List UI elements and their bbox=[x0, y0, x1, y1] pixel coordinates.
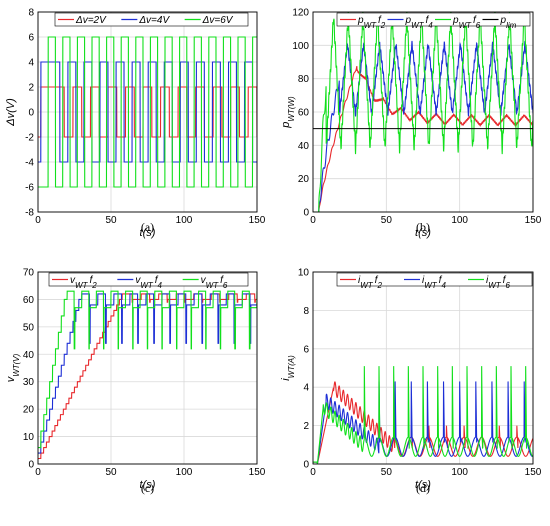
y-tick-label: 70 bbox=[23, 268, 35, 279]
x-tick-label: 100 bbox=[451, 215, 468, 226]
x-axis-label: t(s) bbox=[415, 479, 431, 491]
legend-label: iWT f2 bbox=[358, 275, 382, 290]
series-line-d-2 bbox=[313, 366, 533, 464]
y-tick-label: -8 bbox=[25, 208, 34, 219]
y-tick-label: 2 bbox=[28, 83, 34, 94]
y-tick-label: 10 bbox=[298, 268, 310, 279]
x-axis-label: t(s) bbox=[140, 479, 156, 491]
x-tick-label: 50 bbox=[105, 215, 117, 226]
x-tick-label: 50 bbox=[381, 215, 393, 226]
y-tick-label: -6 bbox=[25, 183, 34, 194]
panel-caption: (d) bbox=[416, 481, 430, 495]
legend-label: Δv=4V bbox=[138, 15, 170, 26]
y-axis-label: Δv(V) bbox=[5, 98, 17, 127]
legend-label: Δv=2V bbox=[75, 15, 107, 26]
series-line-a-2 bbox=[38, 36, 257, 188]
legend-label: Δv=6V bbox=[202, 15, 234, 26]
y-tick-label: -2 bbox=[25, 133, 34, 144]
y-tick-label: 60 bbox=[23, 295, 35, 306]
y-tick-label: 2 bbox=[303, 421, 309, 432]
legend-label: pWT f2 bbox=[357, 15, 386, 30]
y-tick-label: 60 bbox=[298, 108, 310, 119]
legend-box bbox=[336, 272, 533, 287]
x-tick-label: 100 bbox=[451, 467, 468, 478]
y-tick-label: 4 bbox=[303, 383, 309, 394]
y-tick-label: 80 bbox=[298, 74, 310, 85]
series-line-d-1 bbox=[313, 381, 533, 464]
legend-label: pWT f6 bbox=[452, 15, 481, 30]
x-tick-label: 150 bbox=[249, 215, 266, 226]
y-tick-label: 4 bbox=[28, 58, 34, 69]
legend-label: iWT f4 bbox=[422, 275, 446, 290]
x-tick-label: 150 bbox=[525, 215, 542, 226]
series-line-a-1 bbox=[38, 61, 257, 163]
y-tick-label: 40 bbox=[23, 350, 35, 361]
y-tick-label: -4 bbox=[25, 158, 34, 169]
plot-frame bbox=[312, 11, 534, 213]
x-axis-label: t(s) bbox=[140, 227, 156, 239]
panel-caption: (a) bbox=[141, 220, 154, 234]
series-line-b-1 bbox=[313, 40, 533, 212]
legend: Δv=2V Δv=4V Δv=6V bbox=[54, 12, 249, 27]
panel-caption: (c) bbox=[141, 481, 154, 495]
y-tick-label: 8 bbox=[303, 306, 309, 317]
plot-frame bbox=[37, 271, 258, 465]
y-axis-label: vWT(V) bbox=[5, 353, 21, 382]
legend: pWT f2 pWT f4 pWT f6 plim bbox=[336, 12, 531, 30]
y-tick-label: 20 bbox=[298, 174, 310, 185]
legend-box bbox=[336, 12, 531, 27]
y-tick-label: 50 bbox=[23, 322, 35, 333]
y-axis-label: pWT(W) bbox=[280, 96, 296, 129]
legend-label: plim bbox=[500, 15, 517, 30]
y-axis-label: iWT(A) bbox=[280, 355, 296, 381]
y-tick-label: 20 bbox=[23, 405, 35, 416]
y-tick-label: 120 bbox=[292, 8, 309, 19]
y-tick-label: 30 bbox=[23, 377, 35, 388]
x-tick-label: 0 bbox=[310, 467, 316, 478]
x-tick-label: 150 bbox=[525, 467, 542, 478]
legend-label: iWT f6 bbox=[486, 275, 510, 290]
series-line-b-0 bbox=[313, 65, 533, 212]
y-tick-label: 6 bbox=[28, 33, 34, 44]
legend: vWT f2 vWT f4 vWT f6 bbox=[48, 272, 249, 290]
y-tick-label: 0 bbox=[28, 460, 34, 471]
legend-label: vWT f4 bbox=[135, 275, 162, 290]
x-axis-label: t(s) bbox=[415, 227, 431, 239]
legend: iWT f2 iWT f4 iWT f6 bbox=[336, 272, 533, 290]
panel-caption: (b) bbox=[416, 220, 430, 234]
legend-label: vWT f6 bbox=[201, 275, 228, 290]
y-tick-label: 8 bbox=[28, 8, 34, 19]
y-tick-label: 0 bbox=[303, 460, 309, 471]
legend-box bbox=[54, 12, 249, 27]
y-tick-label: 10 bbox=[23, 432, 35, 443]
y-tick-label: 100 bbox=[292, 41, 309, 52]
series-line-b-2 bbox=[313, 12, 533, 212]
x-tick-label: 150 bbox=[249, 467, 266, 478]
plot-frame bbox=[312, 271, 534, 465]
y-tick-label: 0 bbox=[303, 208, 309, 219]
x-tick-label: 0 bbox=[35, 467, 41, 478]
x-tick-label: 0 bbox=[310, 215, 316, 226]
plot-frame bbox=[37, 11, 258, 213]
y-tick-label: 0 bbox=[28, 108, 34, 119]
x-tick-label: 50 bbox=[381, 467, 393, 478]
y-tick-label: 6 bbox=[303, 344, 309, 355]
legend-label: pWT f4 bbox=[405, 15, 434, 30]
x-tick-label: 100 bbox=[176, 467, 193, 478]
x-tick-label: 100 bbox=[176, 215, 193, 226]
series-line-d-0 bbox=[313, 381, 533, 464]
y-tick-label: 40 bbox=[298, 141, 310, 152]
x-tick-label: 50 bbox=[105, 467, 117, 478]
legend-label: vWT f2 bbox=[70, 275, 97, 290]
legend-box bbox=[48, 272, 249, 287]
chart-a: -8 -6 -4 -2 0 2 4 6 8 0 50 100 150 t(s) Δv(V) Δv=2V Δv=4… bbox=[5, 8, 266, 240]
x-tick-label: 0 bbox=[35, 215, 41, 226]
series-line-c-2 bbox=[38, 290, 257, 449]
